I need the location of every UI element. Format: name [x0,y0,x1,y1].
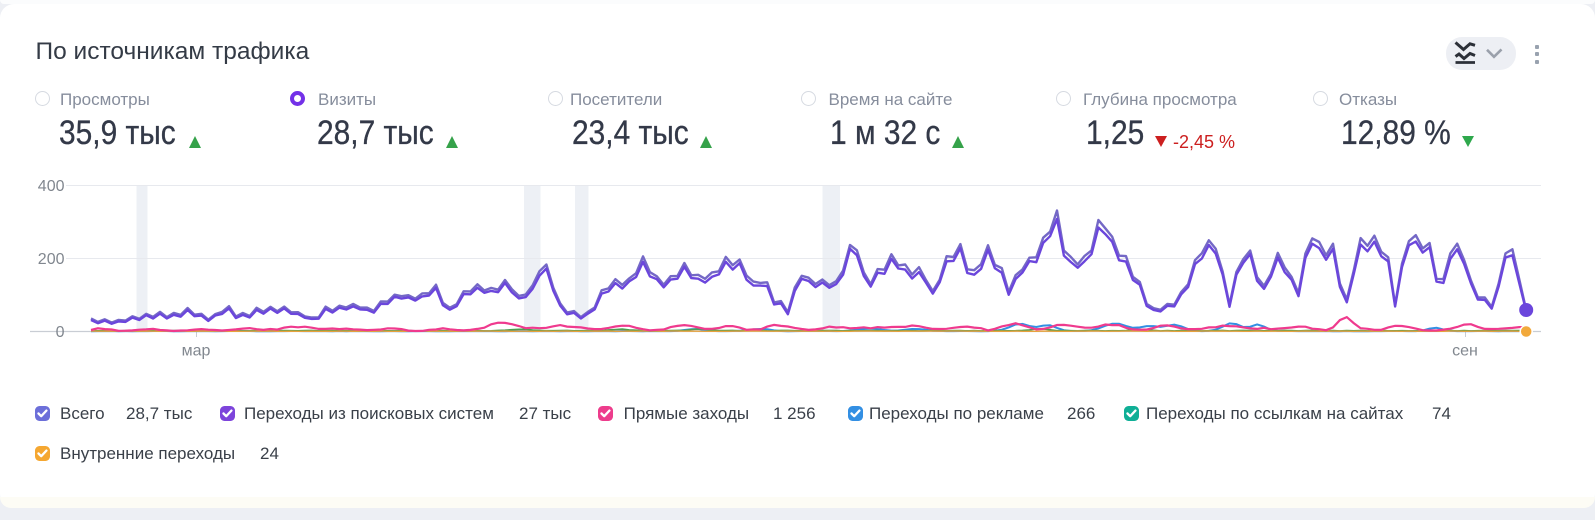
svg-text:0: 0 [56,324,65,341]
svg-text:мар: мар [182,342,211,359]
svg-text:сен: сен [1452,342,1478,359]
svg-text:400: 400 [38,178,65,195]
svg-text:200: 200 [38,251,65,268]
